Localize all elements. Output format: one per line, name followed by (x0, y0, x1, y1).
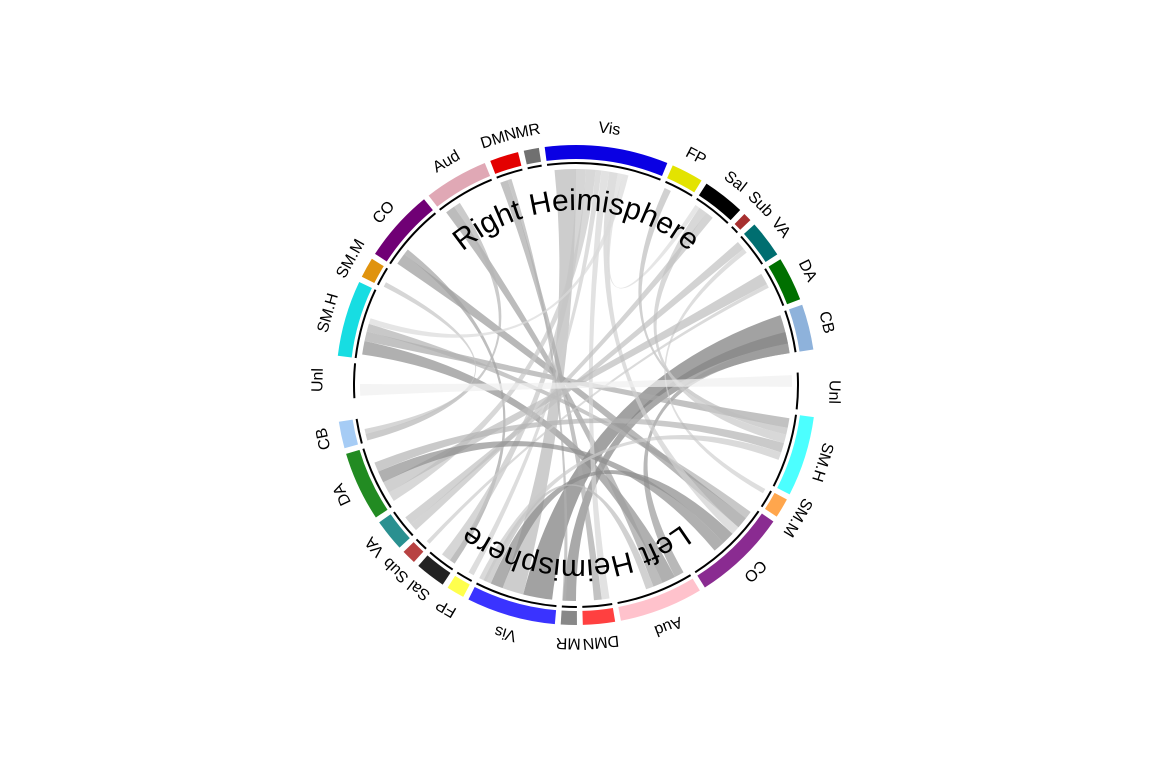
sector-left-sal (418, 555, 451, 585)
sector-left-vis (468, 587, 557, 625)
sector-right-sm-m (361, 258, 384, 284)
label-right-sub: Sub (744, 188, 776, 220)
baseline-right-da (764, 268, 785, 306)
sector-left-mr (560, 610, 577, 625)
label-right-va: VA (768, 215, 794, 242)
sector-left-va (379, 514, 410, 548)
baseline-right-sm-h (354, 289, 377, 359)
sector-right-va (743, 224, 778, 262)
baseline-left-fp (456, 571, 473, 582)
sector-right-vis (544, 145, 668, 177)
baseline-left-co (694, 510, 760, 574)
sector-left-sub (403, 542, 424, 563)
label-right-unl: Unl (309, 368, 326, 392)
ribbon-r-co-to-l-co (397, 254, 746, 528)
label-left-dmn: DMN (582, 632, 620, 652)
baseline-right-mr (527, 164, 542, 170)
baseline-right-aud (439, 178, 493, 211)
label-right-cb: CB (815, 310, 837, 336)
ribbon-r-vis-to-r-sal (607, 173, 700, 289)
sector-left-da (346, 449, 388, 518)
sector-left-aud (618, 578, 700, 621)
sector-left-dmn (582, 607, 616, 625)
baseline-right-sub (731, 226, 739, 234)
ribbon-r-aud-to-l-aud (446, 206, 663, 587)
baseline-left-cb (355, 418, 363, 444)
baseline-left-sal (429, 551, 454, 571)
sector-arcs (336, 145, 816, 625)
label-left-sm-h: SM.H (808, 441, 836, 484)
sector-left-co (697, 513, 774, 588)
baseline-left-sm-m (760, 490, 772, 508)
sector-right-aud (428, 163, 491, 207)
label-left-aud: Aud (652, 613, 685, 639)
baseline-left-sub (415, 538, 427, 550)
baseline-right-vis (546, 162, 661, 181)
label-left-vis: Vis (493, 622, 519, 644)
sector-left-cb (338, 419, 358, 449)
ribbon-l-co-to-l-vis (490, 470, 733, 589)
label-right-da: DA (795, 257, 820, 285)
ribbon-r-vis-to-l-co (603, 171, 739, 534)
sector-right-unl (336, 361, 352, 400)
sector-right-dmn (490, 152, 522, 174)
baseline-left-da (362, 448, 392, 509)
baseline-left-va (393, 511, 414, 537)
ribbons (360, 168, 792, 601)
baseline-right-va (740, 235, 764, 265)
baseline-right-fp (665, 180, 693, 197)
sector-right-sub (734, 214, 751, 230)
label-right-fp: FP (683, 144, 709, 169)
ribbon-l-sm-h-to-l-vis (479, 435, 782, 582)
sector-right-sal (698, 183, 741, 221)
label-right-aud: Aud (430, 147, 463, 176)
baseline-right-sm-m (376, 267, 389, 286)
label-left-fp: FP (433, 596, 459, 621)
label-left-co: CO (740, 556, 769, 585)
baseline-right-cb (784, 310, 797, 353)
sector-right-fp (667, 165, 702, 193)
baseline-right-dmn (496, 168, 523, 179)
baseline-left-aud (617, 574, 692, 605)
label-right-mr: MR (514, 121, 542, 142)
label-left-da: DA (330, 480, 355, 508)
baseline-left-dmn (582, 603, 613, 608)
baseline-left-unl (795, 372, 799, 410)
ribbon-r-sm-h-to-r-vis (368, 174, 629, 338)
label-left-unl: Unl (825, 380, 843, 404)
sector-left-unl (800, 371, 816, 412)
label-left-va: VA (362, 533, 388, 560)
ribbon-r-va-to-l-sm-m (664, 248, 766, 494)
baseline-right-sal (696, 197, 729, 224)
baseline-left-vis (476, 582, 557, 608)
baseline-right-co (389, 212, 437, 265)
ribbon-r-unl-to-l-unl (360, 375, 792, 396)
label-right-sm-h: SM.H (315, 291, 342, 334)
sector-right-sm-h (337, 282, 372, 358)
sector-right-mr (523, 147, 542, 165)
baseline-left-sm-h (772, 414, 797, 487)
ribbon-r-dmn-to-l-dmn (500, 180, 602, 601)
sector-left-sm-h (777, 415, 814, 495)
sector-baselines (353, 162, 799, 608)
ribbon-l-aud-to-l-vis (483, 484, 654, 590)
label-right-sal: Sal (721, 168, 750, 196)
label-left-mr: MR (556, 634, 581, 652)
baseline-right-unl (353, 363, 357, 399)
sector-left-sm-m (764, 492, 787, 517)
ribbon-r-sm-h-to-l-sm-h (364, 331, 790, 428)
sector-left-fp (447, 575, 470, 597)
sector-right-co (374, 199, 433, 262)
label-right-co: CO (370, 198, 399, 227)
label-right-vis: Vis (597, 119, 621, 139)
label-right-dmn: DMN (479, 125, 519, 152)
sector-right-cb (788, 304, 814, 352)
label-left-cb: CB (313, 426, 334, 451)
label-left-sal: Sal (405, 576, 434, 604)
label-left-sub: Sub (380, 554, 412, 586)
sector-right-da (768, 259, 801, 305)
